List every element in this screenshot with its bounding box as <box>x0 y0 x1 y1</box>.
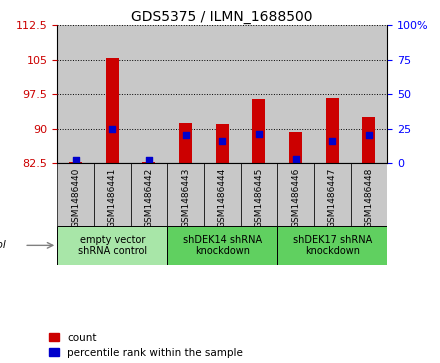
Bar <box>106 58 119 163</box>
Point <box>145 158 152 163</box>
Text: GSM1486444: GSM1486444 <box>218 168 227 228</box>
Bar <box>314 163 351 226</box>
Bar <box>131 163 167 226</box>
Text: GSM1486446: GSM1486446 <box>291 168 300 228</box>
Point <box>109 126 116 131</box>
Point <box>72 158 79 163</box>
Bar <box>241 163 277 226</box>
Bar <box>351 163 387 226</box>
Point <box>292 156 299 162</box>
Bar <box>131 25 167 163</box>
Text: shDEK14 shRNA
knockdown: shDEK14 shRNA knockdown <box>183 234 262 256</box>
Bar <box>167 25 204 163</box>
Point <box>365 132 372 138</box>
Bar <box>204 25 241 163</box>
Bar <box>314 25 351 163</box>
FancyBboxPatch shape <box>167 226 277 265</box>
Text: shDEK17 shRNA
knockdown: shDEK17 shRNA knockdown <box>293 234 372 256</box>
Point <box>219 138 226 144</box>
Bar <box>204 163 241 226</box>
Bar <box>69 162 82 163</box>
Text: GSM1486447: GSM1486447 <box>328 168 337 228</box>
Bar <box>94 25 131 163</box>
Text: GSM1486448: GSM1486448 <box>364 168 374 228</box>
Bar <box>363 117 375 163</box>
Bar <box>277 25 314 163</box>
Text: GSM1486442: GSM1486442 <box>144 168 154 228</box>
Text: empty vector
shRNA control: empty vector shRNA control <box>77 234 147 256</box>
Bar <box>326 98 339 163</box>
Bar <box>179 123 192 163</box>
Text: protocol: protocol <box>0 240 6 250</box>
Bar <box>277 163 314 226</box>
Bar <box>351 25 387 163</box>
Bar <box>241 25 277 163</box>
Text: GSM1486443: GSM1486443 <box>181 168 190 228</box>
Point <box>329 138 336 144</box>
Bar <box>253 99 265 163</box>
Title: GDS5375 / ILMN_1688500: GDS5375 / ILMN_1688500 <box>132 11 313 24</box>
Bar <box>216 124 229 163</box>
Point <box>182 132 189 138</box>
Text: GSM1486441: GSM1486441 <box>108 168 117 228</box>
Bar <box>94 163 131 226</box>
Bar <box>167 163 204 226</box>
Bar <box>143 162 155 163</box>
Bar <box>289 132 302 163</box>
Point <box>255 131 262 137</box>
Legend: count, percentile rank within the sample: count, percentile rank within the sample <box>49 333 243 358</box>
FancyBboxPatch shape <box>277 226 387 265</box>
Text: GSM1486445: GSM1486445 <box>254 168 264 228</box>
Text: GSM1486440: GSM1486440 <box>71 168 80 228</box>
FancyBboxPatch shape <box>57 226 167 265</box>
Bar <box>57 25 94 163</box>
Bar <box>57 163 94 226</box>
